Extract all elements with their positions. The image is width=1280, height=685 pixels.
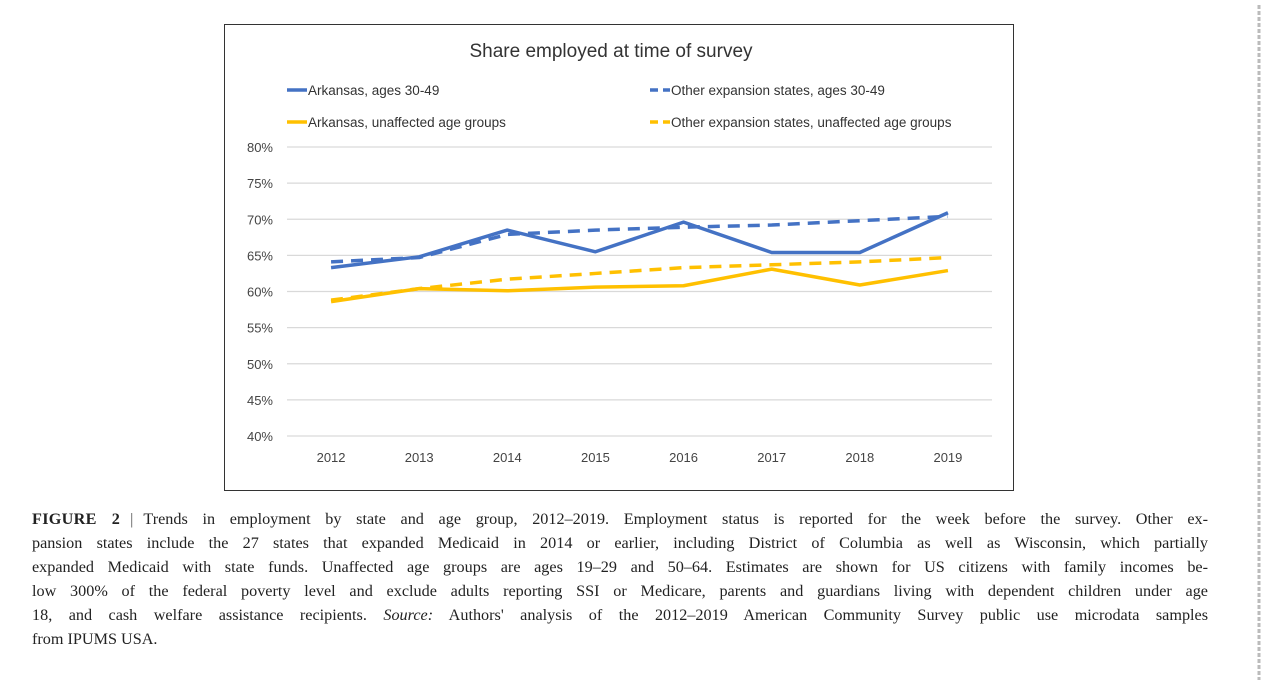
x-tick-label: 2015 bbox=[581, 450, 610, 465]
caption-source-label: Source: bbox=[383, 606, 434, 624]
y-tick-label: 65% bbox=[247, 248, 273, 263]
y-tick-label: 40% bbox=[247, 429, 273, 444]
caption-line: low 300% of the federal poverty level an… bbox=[32, 582, 1208, 600]
legend-label: Arkansas, unaffected age groups bbox=[308, 115, 506, 130]
y-tick-label: 55% bbox=[247, 321, 273, 336]
legend-label: Other expansion states, ages 30-49 bbox=[671, 83, 885, 98]
caption-line: 18, and cash welfare assistance recipien… bbox=[32, 606, 367, 624]
caption-line: expanded Medicaid with state funds. Unaf… bbox=[32, 558, 1208, 576]
y-tick-label: 60% bbox=[247, 285, 273, 300]
x-tick-label: 2013 bbox=[405, 450, 434, 465]
series-line bbox=[330, 255, 949, 302]
x-tick-label: 2018 bbox=[845, 450, 874, 465]
legend-label: Arkansas, ages 30-49 bbox=[308, 83, 439, 98]
y-tick-label: 75% bbox=[247, 176, 273, 191]
x-tick-label: 2019 bbox=[933, 450, 962, 465]
chart-frame bbox=[224, 24, 1014, 491]
chart-title: Share employed at time of survey bbox=[469, 41, 753, 62]
caption-line: pansion states include the 27 states tha… bbox=[32, 534, 1208, 552]
x-tick-label: 2012 bbox=[317, 450, 346, 465]
figure-label: FIGURE 2 bbox=[32, 510, 121, 528]
x-tick-label: 2016 bbox=[669, 450, 698, 465]
x-tick-label: 2014 bbox=[493, 450, 522, 465]
y-tick-label: 70% bbox=[247, 212, 273, 227]
legend-label: Other expansion states, unaffected age g… bbox=[671, 115, 952, 130]
figure-caption: FIGURE 2 | Trends in employment by state a… bbox=[32, 507, 1208, 651]
caption-line: from IPUMS USA. bbox=[32, 630, 158, 648]
x-tick-label: 2017 bbox=[757, 450, 786, 465]
series-line bbox=[330, 267, 949, 304]
y-tick-label: 45% bbox=[247, 393, 273, 408]
caption-separator: | bbox=[130, 510, 134, 528]
caption-line: Authors' analysis of the 2012–2019 Ameri… bbox=[448, 606, 1209, 624]
side-margin-text bbox=[1257, 5, 1261, 680]
y-tick-label: 50% bbox=[247, 357, 273, 372]
series-line bbox=[330, 214, 949, 264]
y-tick-label: 80% bbox=[247, 140, 273, 155]
caption-line: Trends in employment by state and age gr… bbox=[143, 510, 1209, 528]
line-chart: Share employed at time of survey 40% 45% 50… bbox=[247, 41, 992, 465]
